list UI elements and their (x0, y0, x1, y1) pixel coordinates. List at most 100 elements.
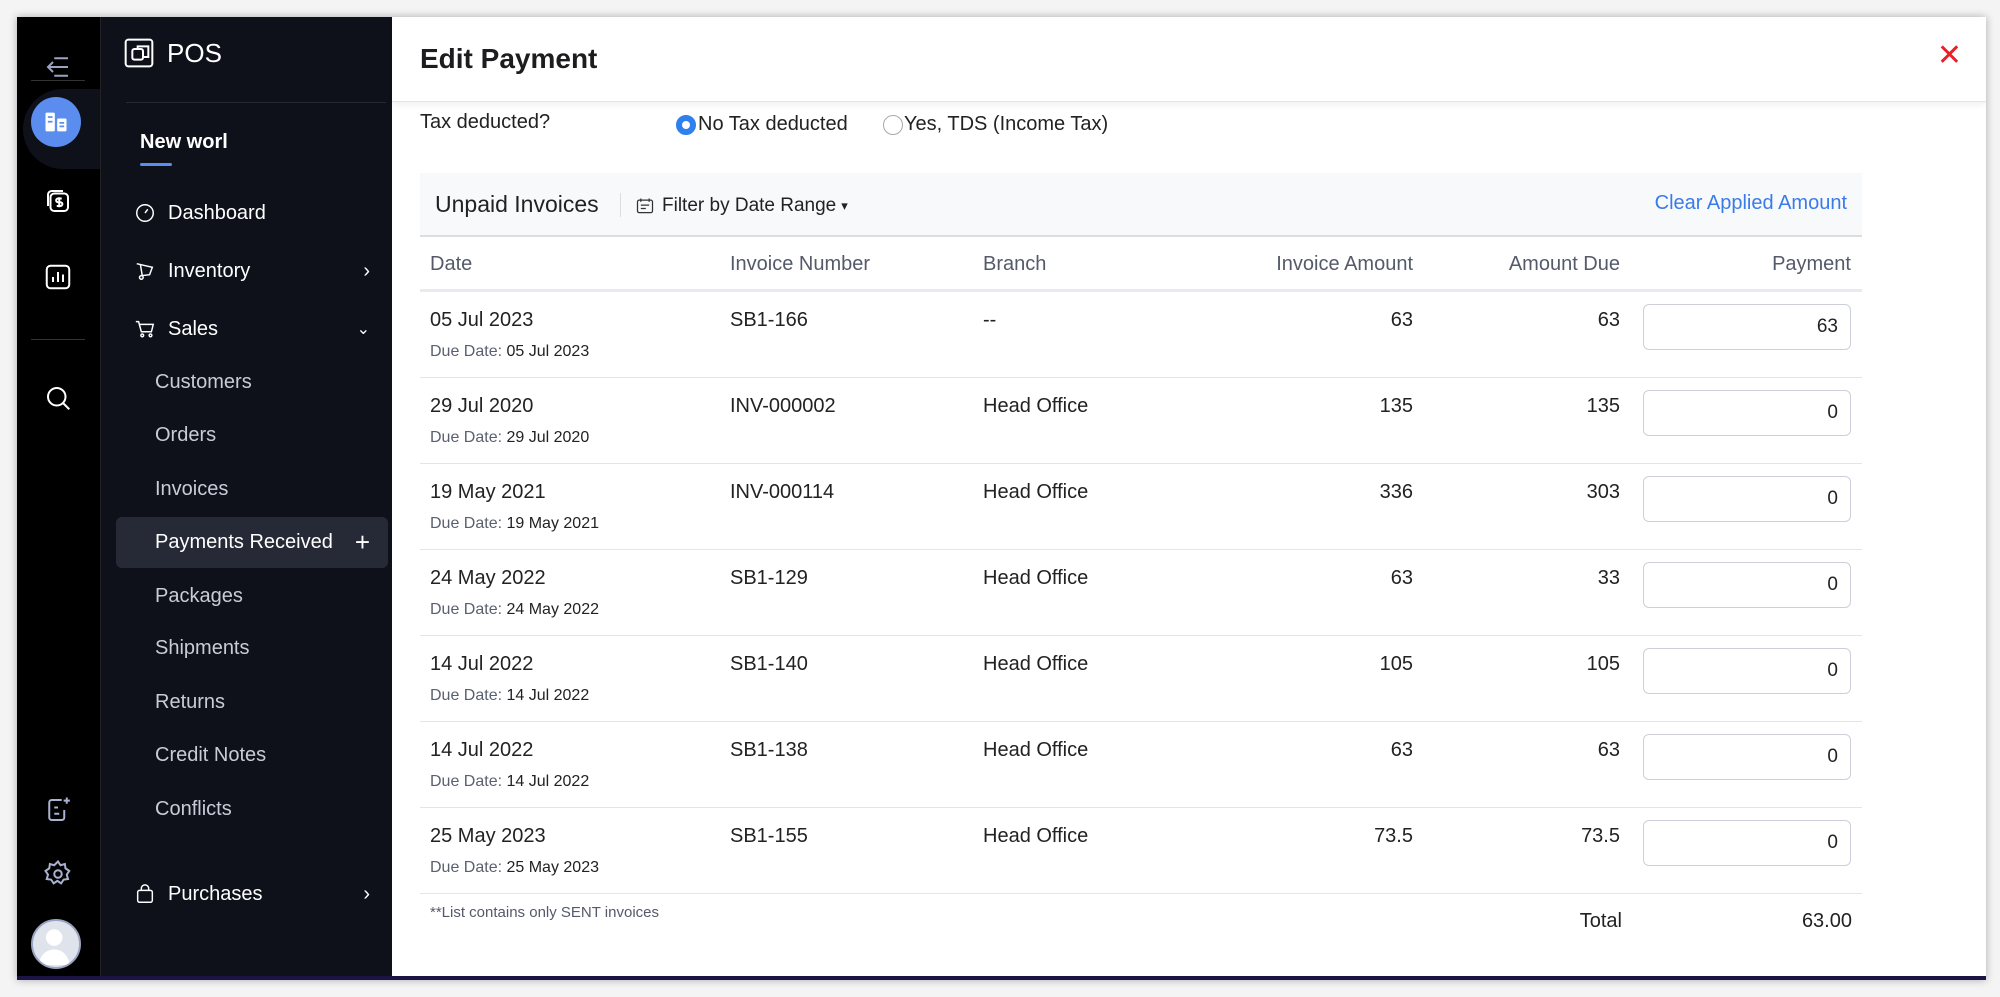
col-amount-due: Amount Due (1508, 253, 1620, 275)
amount-due: 63 (1597, 309, 1620, 331)
invoice-amount: 63 (1390, 567, 1413, 589)
radio-no-tax-label[interactable]: No Tax deducted (698, 113, 848, 135)
page-title: Edit Payment (420, 43, 598, 74)
payment-input[interactable] (1643, 734, 1851, 780)
sidebar-item-inventory[interactable]: Inventory › (116, 249, 388, 293)
invoice-date: 14 Jul 2022 (430, 653, 534, 675)
col-date: Date (430, 253, 473, 275)
table-row: 14 Jul 2022 Due Date: 14 Jul 2022 SB1-140 H… (420, 636, 1862, 722)
table-row: 14 Jul 2022 Due Date: 14 Jul 2022 SB1-138 H… (420, 722, 1862, 808)
payment-input[interactable] (1643, 648, 1851, 694)
sidebar-item-payments-received[interactable]: Payments Received + (116, 517, 388, 568)
amount-due: 105 (1586, 653, 1620, 675)
sidebar-item-invoices[interactable]: Invoices (155, 477, 229, 500)
settings-gear-icon[interactable] (38, 854, 78, 894)
organization-name[interactable]: New worl (140, 131, 228, 153)
organization-icon[interactable] (31, 97, 81, 147)
col-branch: Branch (983, 253, 1047, 275)
app-window: POS New worl Dashboard Inventory › Sales ⌄… (17, 17, 1986, 980)
radio-tds-label[interactable]: Yes, TDS (Income Tax) (904, 113, 1109, 135)
sidebar-item-customers[interactable]: Customers (155, 370, 252, 393)
sidebar-item-packages[interactable]: Packages (155, 584, 243, 607)
payment-input[interactable] (1643, 304, 1851, 350)
invoice-amount: 63 (1390, 309, 1413, 331)
search-icon[interactable] (38, 378, 78, 418)
invoice-number[interactable]: INV-000114 (730, 481, 835, 503)
sidebar-item-sales[interactable]: Sales ⌄ (116, 307, 388, 351)
reports-icon[interactable] (38, 257, 78, 297)
close-icon[interactable]: ✕ (1936, 39, 1962, 72)
payment-input[interactable] (1643, 820, 1851, 866)
dialog-header: Edit Payment ✕ (392, 17, 1986, 102)
invoice-amount: 135 (1379, 395, 1413, 417)
table-title: Unpaid Invoices (435, 191, 599, 217)
chevron-right-icon: › (363, 882, 370, 905)
amount-due: 73.5 (1581, 825, 1620, 847)
due-date: Due Date: 24 May 2022 (430, 601, 599, 618)
shopping-bag-icon (134, 883, 156, 905)
invoice-amount: 63 (1390, 739, 1413, 761)
invoice-number[interactable]: INV-000002 (730, 395, 836, 417)
invoice-number[interactable]: SB1-129 (730, 567, 808, 589)
sidebar-nav: POS New worl Dashboard Inventory › Sales ⌄… (100, 17, 392, 976)
sidebar-item-orders[interactable]: Orders (155, 423, 217, 446)
sidebar-item-returns[interactable]: Returns (155, 690, 226, 713)
table-header: Date Invoice Number Branch Invoice Amoun… (420, 237, 1862, 292)
invoice-date: 29 Jul 2020 (430, 395, 534, 417)
invoice-date: 14 Jul 2022 (430, 739, 534, 761)
filter-date-range-dropdown[interactable]: Filter by Date Range ▾ (635, 195, 848, 217)
invoice-date: 19 May 2021 (430, 481, 546, 503)
total-value: 63.00 (1801, 910, 1852, 932)
table-row: 05 Jul 2023 Due Date: 05 Jul 2023 SB1-166 -… (420, 292, 1862, 378)
icon-rail (17, 17, 113, 976)
invoice-date: 24 May 2022 (430, 567, 546, 589)
due-date: Due Date: 05 Jul 2023 (430, 343, 590, 360)
inventory-icon (134, 260, 156, 282)
sent-invoices-note: **List contains only SENT invoices (430, 904, 659, 921)
sidebar-item-purchases[interactable]: Purchases › (116, 872, 388, 916)
col-invoice-amount: Invoice Amount (1276, 253, 1413, 275)
table-row: 25 May 2023 Due Date: 25 May 2023 SB1-155 H… (420, 808, 1862, 894)
tax-deducted-label: Tax deducted? (420, 111, 551, 133)
invoice-number[interactable]: SB1-155 (730, 825, 808, 847)
add-payment-plus-icon[interactable]: + (354, 527, 370, 557)
invoice-number[interactable]: SB1-166 (730, 309, 808, 331)
branch: -- (983, 309, 997, 331)
sidebar-item-shipments[interactable]: Shipments (155, 636, 250, 659)
branch: Head Office (983, 653, 1089, 675)
amount-due: 63 (1597, 739, 1620, 761)
chevron-down-icon: ▾ (841, 198, 848, 213)
branch: Head Office (983, 739, 1089, 761)
payment-input[interactable] (1643, 562, 1851, 608)
dashboard-icon (134, 202, 156, 224)
sidebar-item-conflicts[interactable]: Conflicts (155, 797, 232, 820)
radio-tds[interactable] (883, 115, 903, 135)
pos-logo-icon (124, 38, 154, 68)
chevron-right-icon: › (363, 259, 370, 282)
branch: Head Office (983, 567, 1089, 589)
branch: Head Office (983, 825, 1089, 847)
table-row: 19 May 2021 Due Date: 19 May 2021 INV-0001… (420, 464, 1862, 550)
payment-input[interactable] (1643, 476, 1851, 522)
table-row: 24 May 2022 Due Date: 24 May 2022 SB1-129 H… (420, 550, 1862, 636)
amount-due: 303 (1586, 481, 1620, 503)
invoice-number[interactable]: SB1-138 (730, 739, 808, 761)
clear-applied-amount-link[interactable]: Clear Applied Amount (1654, 192, 1847, 214)
user-avatar[interactable] (31, 919, 81, 969)
due-date: Due Date: 19 May 2021 (430, 515, 599, 532)
branch: Head Office (983, 481, 1089, 503)
invoice-amount: 336 (1379, 481, 1413, 503)
add-note-icon[interactable] (38, 790, 78, 830)
collapse-menu-icon[interactable] (38, 47, 78, 87)
sidebar-item-dashboard[interactable]: Dashboard (116, 191, 388, 235)
payment-input[interactable] (1643, 390, 1851, 436)
payments-icon[interactable] (38, 181, 78, 221)
invoice-number[interactable]: SB1-140 (730, 653, 808, 675)
sidebar-item-credit-notes[interactable]: Credit Notes (155, 743, 267, 766)
total-label: Total (1579, 910, 1622, 932)
radio-no-tax[interactable] (676, 115, 696, 135)
app-name: POS (167, 37, 222, 68)
due-date: Due Date: 29 Jul 2020 (430, 429, 590, 446)
calendar-icon (636, 198, 654, 214)
due-date: Due Date: 25 May 2023 (430, 859, 599, 876)
